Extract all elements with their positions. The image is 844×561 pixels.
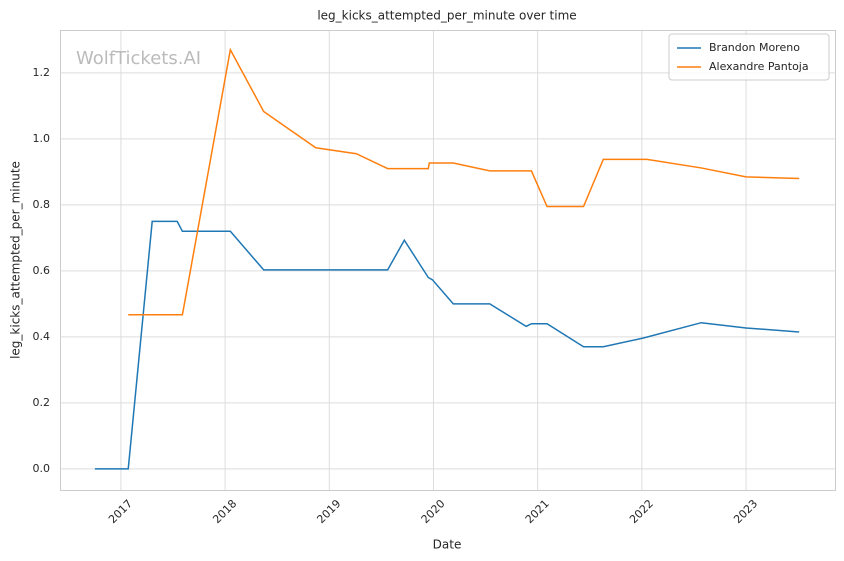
y-tick-label: 0.0	[33, 462, 51, 475]
x-tick-label: 2022	[627, 497, 656, 526]
watermark: WolfTickets.AI	[76, 48, 201, 69]
plot-frame	[60, 30, 836, 491]
series-line	[94, 220, 800, 470]
chart-title: leg_kicks_attempted_per_minute over time	[317, 9, 576, 23]
y-tick-label: 1.2	[33, 66, 51, 79]
y-tick-label: 0.4	[33, 330, 51, 343]
legend-label: Brandon Moreno	[709, 41, 800, 54]
y-tick-label: 0.8	[33, 198, 51, 211]
x-axis-label: Date	[433, 538, 462, 552]
y-tick-label: 1.0	[33, 132, 51, 145]
series-line	[128, 47, 800, 316]
y-axis-label: leg_kicks_attempted_per_minute	[9, 161, 23, 359]
x-tick-label: 2019	[314, 497, 343, 526]
y-tick-label: 0.2	[33, 396, 51, 409]
x-tick-label: 2023	[731, 497, 760, 526]
x-tick-label: 2017	[106, 497, 135, 526]
y-tick-label: 0.6	[33, 264, 51, 277]
x-tick-label: 2018	[210, 497, 239, 526]
legend-label: Alexandre Pantoja	[709, 60, 809, 73]
legend-box	[668, 33, 830, 81]
x-tick-label: 2020	[419, 497, 448, 526]
x-tick-label: 2021	[523, 497, 552, 526]
